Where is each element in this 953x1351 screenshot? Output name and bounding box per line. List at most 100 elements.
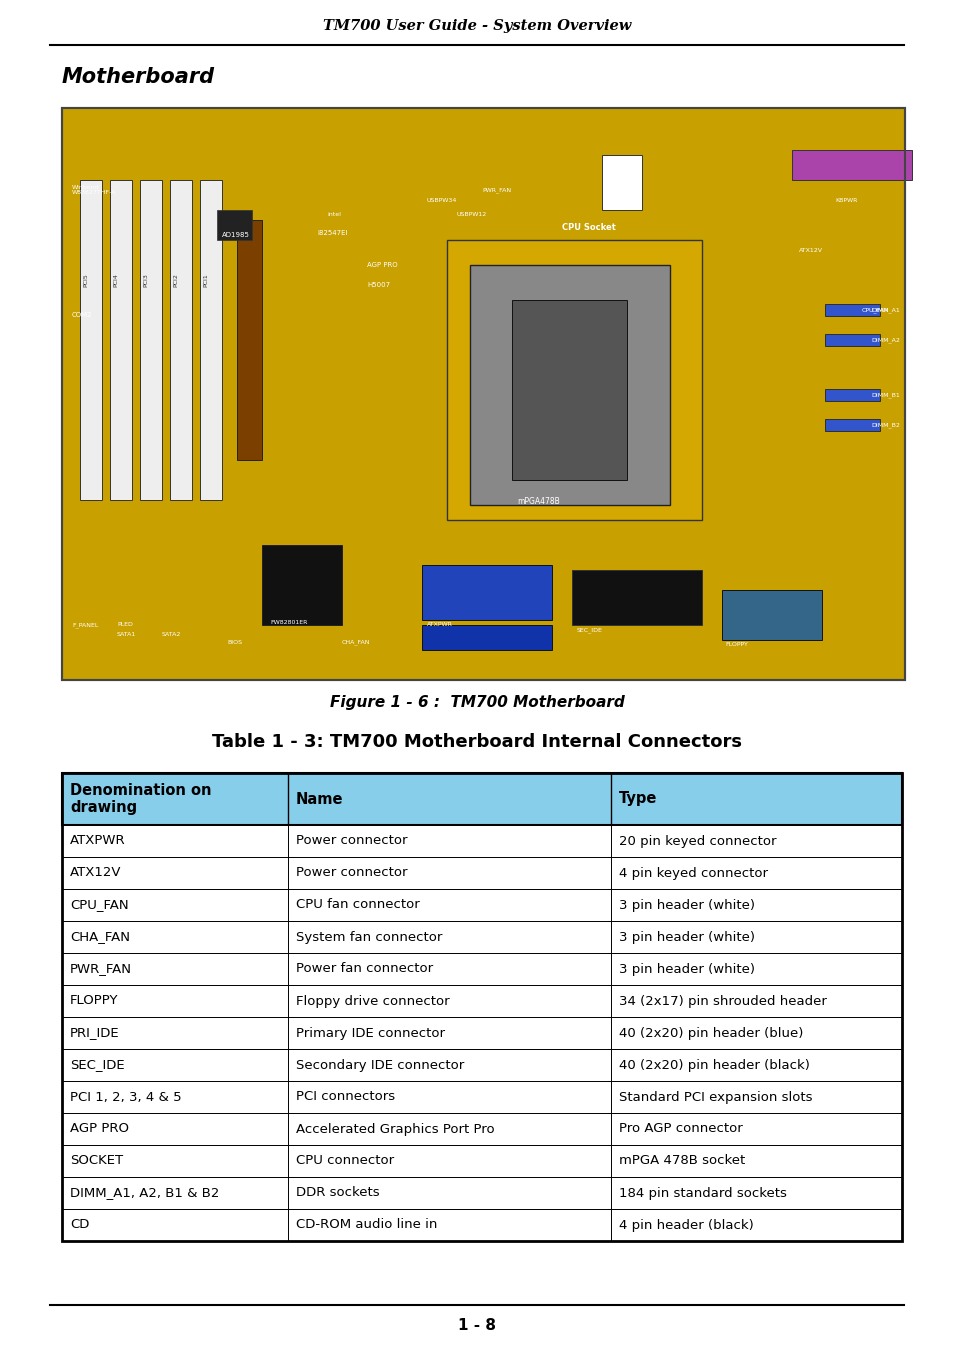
Text: Figure 1 - 6 :  TM700 Motherboard: Figure 1 - 6 : TM700 Motherboard — [330, 696, 623, 711]
Text: PLED: PLED — [117, 623, 132, 627]
Text: CD-ROM audio line in: CD-ROM audio line in — [295, 1219, 436, 1232]
Text: 34 (2x17) pin shrouded header: 34 (2x17) pin shrouded header — [618, 994, 826, 1008]
Text: AGP PRO: AGP PRO — [70, 1123, 129, 1135]
Text: 184 pin standard sockets: 184 pin standard sockets — [618, 1186, 786, 1200]
Bar — [824, 334, 879, 346]
Text: USBPW12: USBPW12 — [456, 212, 487, 218]
Text: Motherboard: Motherboard — [62, 68, 214, 86]
Text: PCI5: PCI5 — [84, 273, 89, 286]
Text: Power connector: Power connector — [295, 835, 407, 847]
Text: 3 pin header (white): 3 pin header (white) — [618, 962, 754, 975]
Text: 20 pin keyed connector: 20 pin keyed connector — [618, 835, 776, 847]
Text: 4 pin header (black): 4 pin header (black) — [618, 1219, 753, 1232]
Bar — [62, 1048, 901, 1081]
Bar — [824, 304, 879, 316]
Text: CPU Socket: CPU Socket — [561, 223, 616, 232]
Bar — [470, 265, 669, 505]
Text: DIMM_B1: DIMM_B1 — [870, 392, 899, 397]
Bar — [421, 565, 552, 620]
Text: Name: Name — [295, 792, 343, 807]
Bar — [62, 773, 901, 825]
Text: CPU_FAN: CPU_FAN — [70, 898, 129, 912]
Bar — [721, 590, 821, 640]
Bar — [262, 544, 341, 626]
Bar — [512, 300, 626, 480]
Bar — [62, 1146, 901, 1177]
Text: ATX12V: ATX12V — [70, 866, 121, 880]
Text: PWR_FAN: PWR_FAN — [481, 188, 511, 193]
Text: COM2: COM2 — [71, 312, 92, 317]
Text: ATX12V: ATX12V — [799, 247, 822, 253]
Text: Power fan connector: Power fan connector — [295, 962, 433, 975]
Bar — [216, 209, 252, 240]
Text: Type: Type — [618, 792, 657, 807]
Text: 3 pin header (white): 3 pin header (white) — [618, 898, 754, 912]
Text: 40 (2x20) pin header (blue): 40 (2x20) pin header (blue) — [618, 1027, 802, 1039]
Bar — [62, 1017, 901, 1048]
Bar — [601, 155, 641, 209]
Bar — [791, 150, 911, 180]
Text: FLOPPY: FLOPPY — [70, 994, 118, 1008]
Bar — [170, 180, 192, 500]
Text: Secondary IDE connector: Secondary IDE connector — [295, 1058, 464, 1071]
Text: 1 - 8: 1 - 8 — [457, 1317, 496, 1332]
Text: CPU connector: CPU connector — [295, 1155, 394, 1167]
Bar — [62, 108, 904, 680]
Text: 3 pin header (white): 3 pin header (white) — [618, 931, 754, 943]
Bar — [62, 1113, 901, 1146]
Text: DIMM_A1, A2, B1 & B2: DIMM_A1, A2, B1 & B2 — [70, 1186, 219, 1200]
Bar — [62, 108, 904, 680]
Text: FW82801ER: FW82801ER — [270, 620, 307, 624]
Text: Denomination on
drawing: Denomination on drawing — [70, 782, 212, 815]
Bar — [62, 1081, 901, 1113]
Bar — [824, 419, 879, 431]
Bar — [447, 240, 701, 520]
Text: Pro AGP connector: Pro AGP connector — [618, 1123, 742, 1135]
Text: USBPW34: USBPW34 — [427, 197, 456, 203]
Text: AD1985: AD1985 — [222, 232, 250, 238]
Bar — [572, 570, 701, 626]
Text: SATA1: SATA1 — [117, 632, 136, 638]
Text: Accelerated Graphics Port Pro: Accelerated Graphics Port Pro — [295, 1123, 494, 1135]
Bar — [80, 180, 102, 500]
Bar — [824, 389, 879, 401]
Text: PCI 1, 2, 3, 4 & 5: PCI 1, 2, 3, 4 & 5 — [70, 1090, 181, 1104]
Text: ATXPWR: ATXPWR — [427, 623, 453, 627]
Text: F_PANEL: F_PANEL — [71, 623, 98, 628]
Text: CPU_FAN: CPU_FAN — [862, 307, 889, 313]
Text: H5007: H5007 — [367, 282, 390, 288]
Bar — [62, 921, 901, 952]
Bar — [421, 626, 552, 650]
Text: SATA2: SATA2 — [162, 632, 181, 638]
Text: ATXPWR: ATXPWR — [70, 835, 126, 847]
Text: CPU fan connector: CPU fan connector — [295, 898, 419, 912]
Bar — [62, 1209, 901, 1242]
Text: TM700 User Guide - System Overview: TM700 User Guide - System Overview — [322, 19, 631, 32]
Text: 40 (2x20) pin header (black): 40 (2x20) pin header (black) — [618, 1058, 809, 1071]
Text: intel: intel — [327, 212, 340, 218]
Bar — [236, 220, 262, 459]
Bar — [62, 857, 901, 889]
Text: mPGA478B: mPGA478B — [517, 497, 559, 507]
Text: DDR sockets: DDR sockets — [295, 1186, 379, 1200]
Text: Table 1 - 3: TM700 Motherboard Internal Connectors: Table 1 - 3: TM700 Motherboard Internal … — [212, 734, 741, 751]
Text: BIOS: BIOS — [227, 639, 242, 644]
Text: PCI2: PCI2 — [173, 273, 178, 286]
Text: 4 pin keyed connector: 4 pin keyed connector — [618, 866, 767, 880]
Text: PWR_FAN: PWR_FAN — [70, 962, 132, 975]
Text: Floppy drive connector: Floppy drive connector — [295, 994, 449, 1008]
Bar — [62, 1177, 901, 1209]
Text: System fan connector: System fan connector — [295, 931, 442, 943]
Text: Power connector: Power connector — [295, 866, 407, 880]
Bar — [62, 889, 901, 921]
Bar — [62, 773, 901, 1242]
Text: Standard PCI expansion slots: Standard PCI expansion slots — [618, 1090, 812, 1104]
Text: FLOPPY: FLOPPY — [724, 643, 747, 647]
Text: CHA_FAN: CHA_FAN — [341, 639, 370, 644]
Text: I82547EI: I82547EI — [316, 230, 347, 236]
Text: PRI_IDE: PRI_IDE — [70, 1027, 119, 1039]
Bar — [110, 180, 132, 500]
Bar — [140, 180, 162, 500]
Text: AGP PRO: AGP PRO — [367, 262, 397, 267]
Text: PCI4: PCI4 — [113, 273, 118, 286]
